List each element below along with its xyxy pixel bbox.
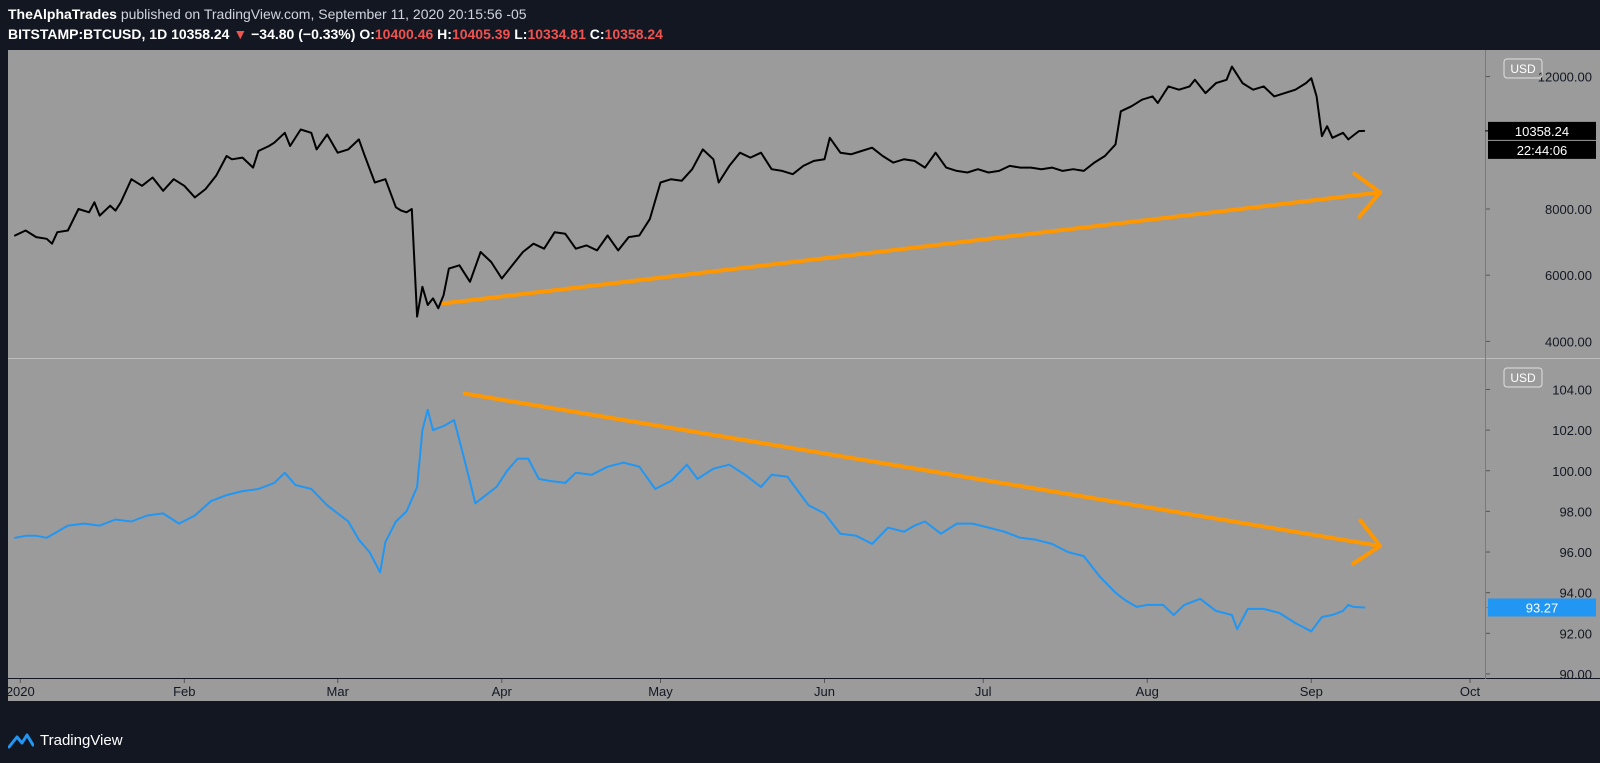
last-price-badge	[1488, 598, 1596, 617]
dxy-pane	[8, 359, 1485, 678]
symbol-info: BITSTAMP:BTCUSD, 1D 10358.24 ▼ −34.80 (−…	[8, 26, 663, 42]
open-label: O:	[359, 26, 375, 42]
dxy-trend-arrow	[462, 391, 1383, 548]
last-price: 10358.24	[171, 26, 230, 42]
low-value: 10334.81	[527, 26, 586, 42]
publish-info: TheAlphaTrades published on TradingView.…	[8, 6, 527, 22]
x-tick-label: May	[648, 684, 673, 699]
y-tick-label: 92.00	[1559, 626, 1592, 641]
btc-price-line	[14, 65, 1366, 318]
symbol-label: BITSTAMP:BTCUSD, 1D	[8, 26, 168, 42]
last-price-label: 93.27	[1526, 600, 1559, 615]
low-label: L:	[514, 26, 528, 42]
y-tick-label: 8000.00	[1545, 202, 1592, 217]
x-tick-label: Feb	[173, 684, 195, 699]
high-label: H:	[437, 26, 452, 42]
btc-price-axis	[1486, 50, 1600, 358]
last-price-badge	[1488, 121, 1596, 140]
x-tick-label: Jun	[814, 684, 835, 699]
currency-label: USD	[1510, 371, 1536, 385]
footer-brand[interactable]: TradingView	[8, 732, 123, 749]
x-tick-label: Aug	[1136, 684, 1159, 699]
currency-badge	[1503, 367, 1543, 388]
down-triangle-icon: ▼	[233, 26, 248, 42]
y-tick-label: 4000.00	[1545, 334, 1592, 349]
countdown-badge	[1488, 140, 1596, 159]
btc-trend-arrow	[441, 190, 1383, 306]
dxy-price-axis	[1486, 359, 1600, 678]
y-tick-label: 6000.00	[1545, 268, 1592, 283]
y-tick-label: 94.00	[1559, 586, 1592, 601]
btc-series	[14, 65, 1366, 318]
y-tick-label: 102.00	[1552, 423, 1592, 438]
close-label: C:	[589, 26, 605, 42]
btc-pane	[8, 50, 1485, 358]
published-text: published on TradingView.com, September …	[120, 6, 527, 22]
high-value: 10405.39	[451, 26, 511, 42]
y-tick-label: 96.00	[1559, 545, 1592, 560]
y-tick-label: 90.00	[1559, 667, 1592, 682]
btc-arrow-head	[1352, 171, 1383, 219]
dxy-series	[14, 408, 1366, 633]
tradingview-logo-icon	[8, 733, 34, 748]
x-tick-label: 2020	[6, 684, 35, 699]
x-tick-label: Sep	[1300, 684, 1323, 699]
close-value: 10358.24	[604, 26, 663, 42]
open-value: 10400.46	[374, 26, 434, 42]
x-tick-label: Mar	[327, 684, 350, 699]
x-tick-label: Jul	[975, 684, 992, 699]
currency-badge	[1503, 58, 1543, 79]
x-tick-label: Apr	[492, 684, 513, 699]
time-axis	[8, 679, 1600, 701]
x-tick-label: Oct	[1460, 684, 1481, 699]
countdown-label: 22:44:06	[1517, 143, 1568, 158]
y-tick-label: 104.00	[1552, 382, 1592, 397]
y-tick-label: 98.00	[1559, 504, 1592, 519]
dxy-arrow-head	[1351, 518, 1383, 566]
last-price-label: 10358.24	[1515, 124, 1569, 139]
y-tick-label: 12000.00	[1538, 69, 1592, 84]
price-change: −34.80 (−0.33%)	[251, 26, 356, 42]
currency-label: USD	[1510, 62, 1536, 76]
dxy-price-line	[14, 408, 1366, 633]
author-name[interactable]: TheAlphaTrades	[8, 6, 117, 22]
brand-name: TradingView	[40, 732, 123, 749]
y-tick-label: 100.00	[1552, 464, 1592, 479]
